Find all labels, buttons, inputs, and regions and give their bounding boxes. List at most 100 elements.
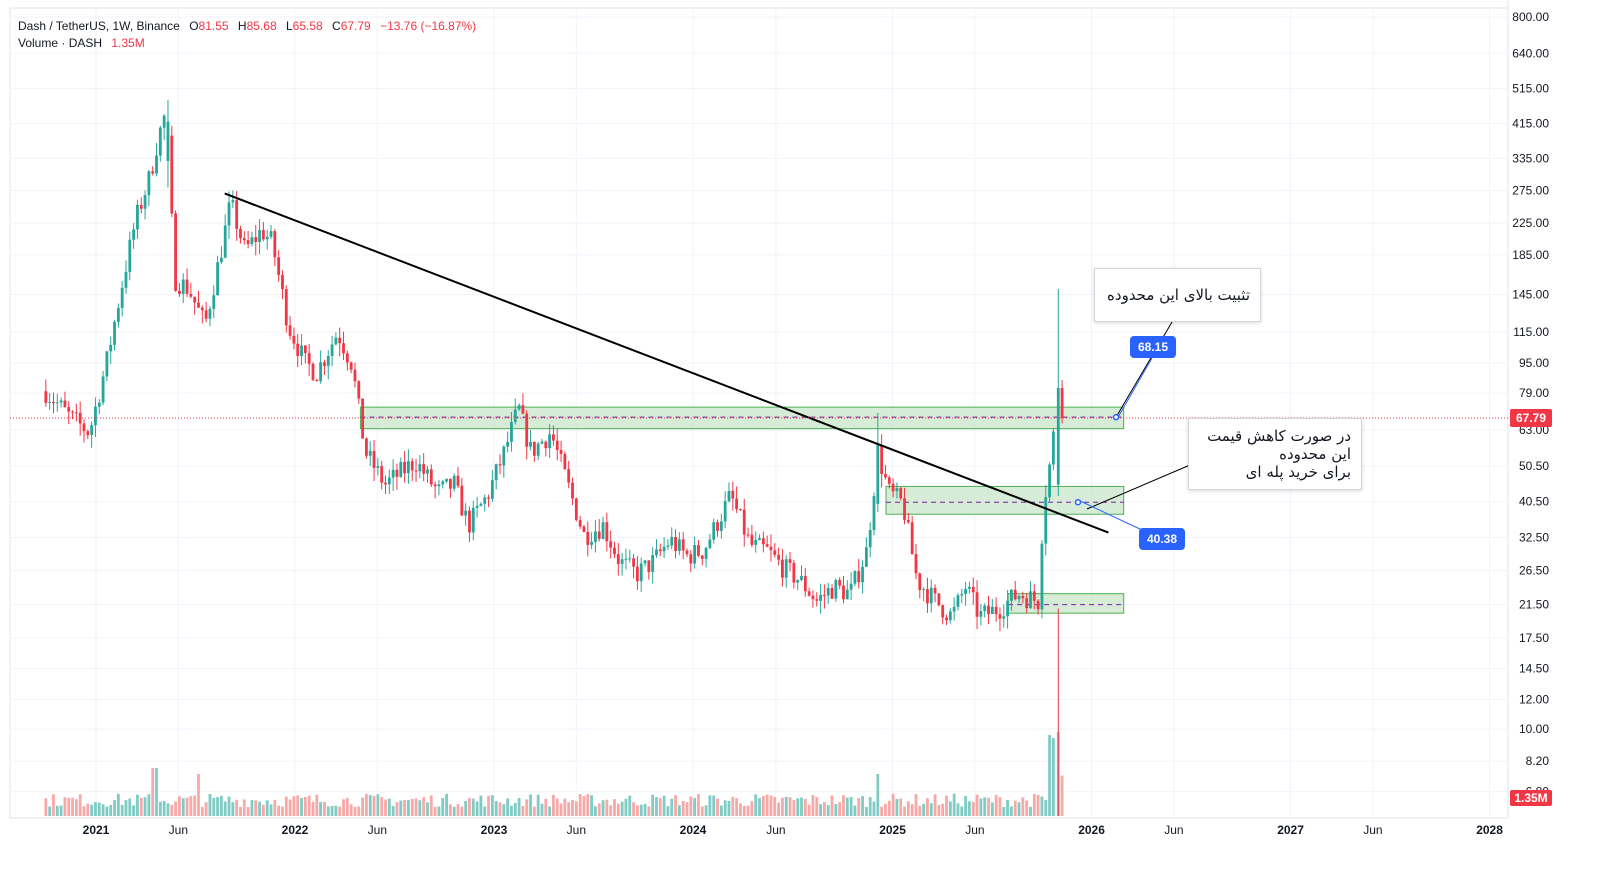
volume-bar [906,801,910,816]
volume-bar [807,804,811,816]
candle-body [605,522,609,542]
volume-bar [1044,800,1048,816]
candle-body [525,413,529,447]
candle-body [116,308,120,322]
volume-bar [269,804,273,816]
x-tick-label: 2027 [1277,823,1304,837]
candle-body [113,321,116,345]
candle-body [97,402,101,407]
volume-bar [265,800,269,816]
y-tick-label: 40.50 [1519,495,1549,509]
volume-bar [494,801,498,816]
callout-top-text: تثبیت بالای این محدوده [1107,286,1250,304]
volume-bar [372,795,376,816]
candle-body [830,587,834,599]
volume-bar [193,795,197,816]
volume-bar [964,795,968,816]
candle-body [55,402,59,404]
candle-body [651,555,655,572]
volume-bar [926,798,929,816]
candle-body [700,555,704,559]
candle-body [273,231,277,258]
volume-bar [1017,802,1021,816]
candle-body [105,351,109,377]
volume-bar [311,801,315,816]
trendline[interactable] [224,192,1109,534]
volume-bar [178,796,181,816]
volume-bar [761,795,765,816]
volume-bar [842,795,845,816]
candle-body [849,583,853,590]
candle-body [697,545,700,556]
candle-body [353,369,357,382]
candle-body [231,200,235,203]
volume-bar [1048,735,1051,816]
candle-body [773,550,777,555]
volume-bar [716,798,719,816]
candle-body [212,295,216,309]
candle-body [586,531,590,545]
candle-body [906,519,910,523]
volume-bar [132,805,136,816]
candle-body [784,559,788,578]
candle-body [529,441,532,447]
x-tick-label: 2024 [680,823,707,837]
candle-body [758,538,761,541]
candle-body [990,606,994,615]
callout-bottom-line1: در صورت کاهش قیمت [1207,427,1351,445]
volume-bar [914,794,918,816]
callout-bottom-line3: برای خرید پله ای [1245,463,1351,481]
candle-body [716,522,719,531]
price-badge-top[interactable]: 68.15 [1130,336,1177,358]
volume-bar [1060,775,1064,816]
candle-body [71,411,74,413]
volume-bar [712,795,716,816]
candle-body [1060,388,1064,419]
candle-body [349,362,353,370]
volume-bar [674,795,677,816]
callout-bottom[interactable]: در صورت کاهش قیمت این محدوده برای خرید پ… [1188,418,1362,490]
candle-body [365,438,368,456]
volume-bar [700,806,704,816]
candle-body [712,522,716,540]
price-badge-bottom[interactable]: 40.38 [1139,528,1186,550]
candle-body [819,594,822,601]
y-tick-label: 32.50 [1519,530,1549,544]
volume-bar [1021,797,1025,816]
candle-body [223,225,227,258]
volume-bar [468,797,471,816]
volume-bar [97,802,101,816]
candle-body [185,279,189,294]
candle-body [250,237,254,244]
volume-bar [124,800,128,816]
volume-bar [540,803,544,816]
support-zone[interactable] [885,485,1125,515]
candle-body [445,478,448,482]
volume-bar [254,800,258,816]
volume-bar [708,795,712,816]
volume-bar [586,794,590,816]
candle-body [101,376,105,403]
volume-bar [918,805,922,816]
volume-bar [563,798,567,816]
candle-body [655,549,658,556]
candle-body [487,497,490,499]
candle-body [968,586,971,589]
volume-bar [231,802,235,816]
volume-bar [288,799,292,816]
volume-bar [544,798,548,816]
candle-body [342,343,345,354]
candle-body [494,464,498,481]
volume-bar [479,795,483,816]
candle-body [536,443,540,456]
callout-top[interactable]: تثبیت بالای این محدوده [1094,268,1261,322]
candle-body [895,488,899,492]
volume-bar [475,801,479,816]
y-tick-label: 275.00 [1512,184,1549,198]
candle-body [826,587,830,596]
candle-body [48,401,52,403]
last-price-tag-bg [1510,409,1552,428]
candle-body [155,155,158,174]
